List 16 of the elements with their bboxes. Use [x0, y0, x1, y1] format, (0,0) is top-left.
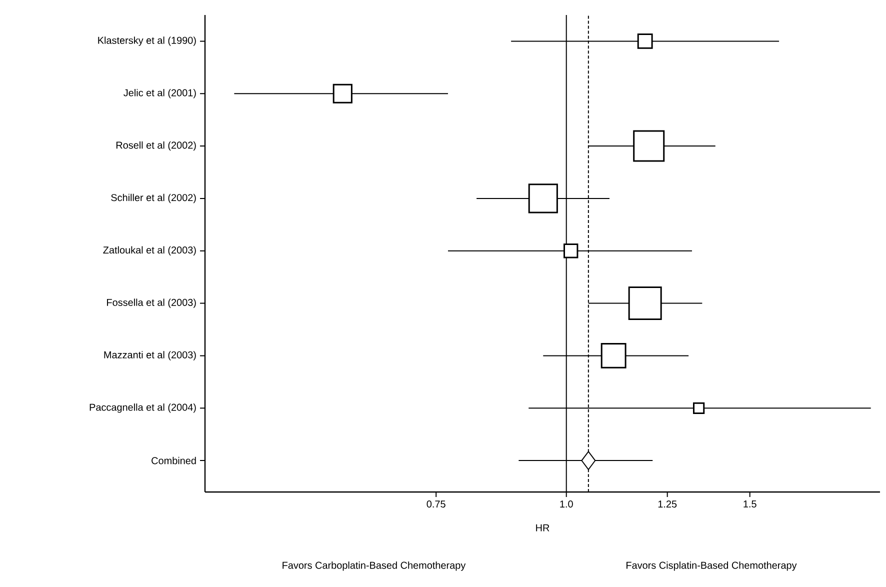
x-tick-label: 1.25 — [658, 500, 677, 508]
y-tick-label: Paccagnella et al (2004) — [90, 403, 196, 413]
y-tick-label: Rosell et al (2002) — [116, 141, 196, 151]
y-tick-label: Zatloukal et al (2003) — [103, 246, 196, 256]
text: Favors Cisplatin-Based Chemotherapy — [626, 562, 797, 571]
x-tick-label: 1.5 — [744, 500, 756, 508]
y-tick-label: Fossella et al (2003) — [107, 298, 196, 308]
x-axis-title: HR — [536, 524, 550, 532]
y-tick-label: Klastersky et al (1990) — [98, 36, 196, 46]
y-tick-label: Mazzanti et al (2003) — [104, 351, 196, 360]
x-tick-label: 1.0 — [560, 500, 573, 508]
text: Favors Carboplatin-Based Chemotherapy — [282, 562, 466, 571]
y-tick-label: Combined — [152, 456, 196, 464]
y-tick-label: Jelic et al (2001) — [124, 88, 196, 98]
y-tick-label: Schiller et al (2002) — [111, 194, 196, 204]
x-tick-label: 0.75 — [426, 500, 446, 508]
